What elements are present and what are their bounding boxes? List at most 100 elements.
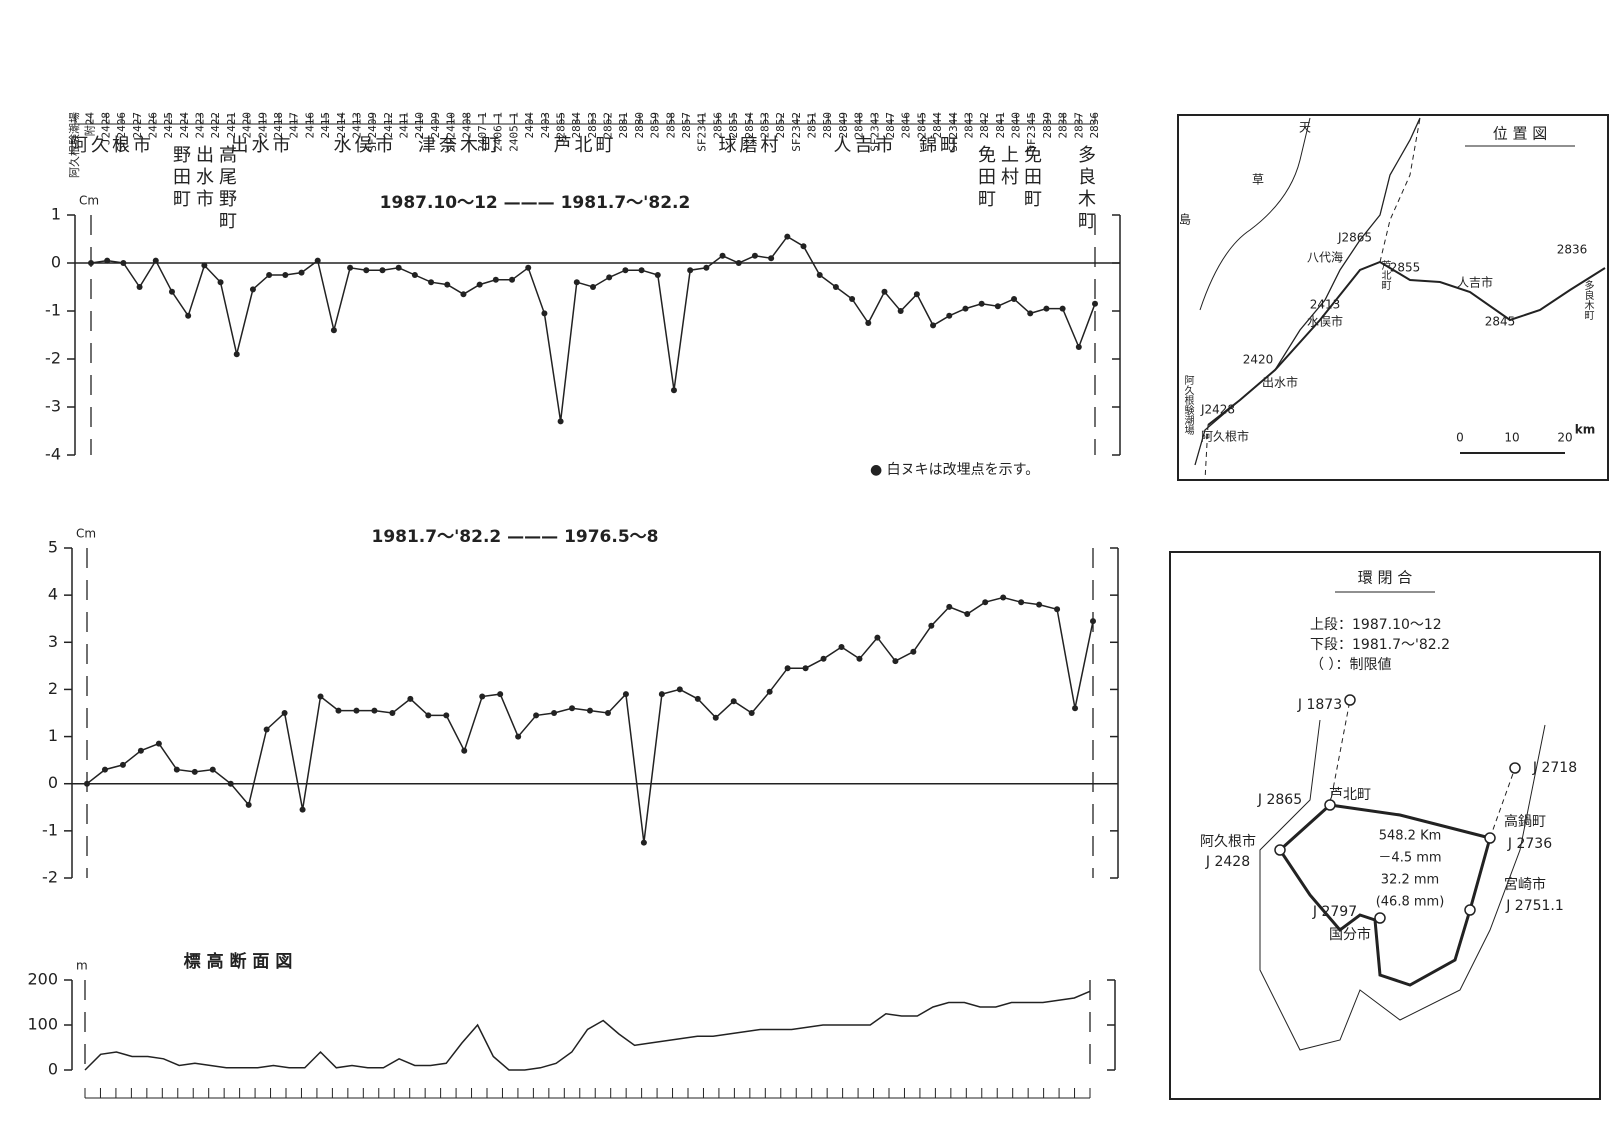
benchmark-label: 2410	[413, 112, 426, 139]
y-tick-label: 200	[27, 970, 58, 989]
benchmark-label: J2865	[554, 112, 567, 145]
data-point	[865, 320, 872, 326]
data-point	[476, 281, 483, 288]
data-point	[84, 780, 90, 787]
y-tick-label: -2	[45, 349, 61, 368]
loop-value: 548.2 Km	[1379, 829, 1442, 844]
benchmark-label: 2857	[680, 112, 693, 139]
station-label: 芦北町	[1329, 787, 1371, 803]
y-tick-label: 0	[48, 773, 58, 792]
data-point	[1011, 296, 1018, 302]
data-point	[982, 599, 989, 606]
data-point	[209, 766, 216, 773]
data-point	[573, 279, 580, 286]
data-point	[389, 710, 396, 716]
chart-title: 標 高 断 面 図	[184, 951, 293, 972]
benchmark-label: 2881	[617, 112, 630, 139]
coastline	[1259, 719, 1546, 1051]
station-label: J 2736	[1507, 836, 1552, 852]
municipality-label: 出水市	[193, 145, 214, 211]
data-point	[1036, 601, 1043, 608]
data-point	[687, 267, 694, 274]
data-point	[946, 312, 953, 319]
data-point	[173, 766, 180, 773]
data-point	[638, 267, 645, 274]
benchmark-label: SF2409	[366, 112, 379, 152]
station-marker	[1374, 912, 1386, 924]
data-point	[395, 264, 402, 271]
data-point	[832, 284, 839, 290]
data-point	[1059, 305, 1066, 312]
station-marker	[1464, 904, 1476, 916]
municipality-label: 錦町	[919, 135, 961, 156]
benchmark-label: 2427	[131, 112, 144, 139]
data-point	[120, 260, 127, 266]
benchmark-label: 2859	[649, 112, 662, 139]
station-label: 高鍋町	[1504, 813, 1546, 830]
data-point	[1000, 594, 1007, 601]
data-point	[730, 698, 737, 705]
data-point	[784, 665, 791, 672]
boundary	[1204, 424, 1209, 481]
municipality-label: 野田町	[170, 145, 191, 211]
data-point	[104, 257, 111, 264]
data-point	[314, 257, 321, 264]
station-marker	[1509, 762, 1521, 774]
benchmark-label: 2843	[962, 112, 975, 139]
data-point	[1054, 606, 1061, 613]
legend-text: （ ）：制限値	[1310, 657, 1391, 673]
data-point	[569, 705, 576, 712]
benchmark-label: 2416	[303, 112, 316, 139]
data-point	[930, 322, 937, 329]
municipality-label: 出水市	[231, 135, 294, 156]
scale-label: 10	[1504, 431, 1519, 445]
data-point	[371, 707, 378, 714]
data-point	[317, 693, 324, 700]
benchmark-label: 2850	[821, 112, 834, 139]
municipality-label: 上村	[998, 145, 1019, 189]
data-point	[191, 768, 198, 775]
data-point	[1090, 618, 1096, 625]
benchmark-label: 阿久根験潮場	[67, 112, 81, 178]
data-point	[551, 710, 558, 716]
map-label: 多良木町	[1582, 279, 1594, 320]
data-point	[263, 726, 270, 733]
map-title: 環 閉 合	[1358, 569, 1413, 587]
data-point	[299, 806, 306, 813]
municipality-label: 高尾野町	[216, 145, 237, 233]
data-point	[444, 281, 451, 288]
benchmark-label: 2414	[335, 112, 348, 139]
data-point	[881, 288, 888, 295]
benchmark-label: 2849	[837, 112, 850, 139]
data-point	[604, 710, 611, 716]
benchmark-label: 2423	[194, 112, 207, 139]
benchmark-label: 2420	[241, 112, 254, 139]
y-axis-label: m	[76, 959, 88, 973]
map-label: 水俣市	[1307, 314, 1343, 329]
data-point	[353, 707, 360, 714]
data-point	[168, 288, 175, 295]
municipality-label: 免田町	[975, 145, 996, 211]
benchmark-label: 2405-1	[507, 112, 520, 152]
y-tick-label: -1	[45, 301, 61, 320]
data-line	[86, 596, 1094, 843]
y-tick-label: -2	[42, 868, 58, 887]
station-label: J 2718	[1532, 760, 1577, 776]
data-point	[1072, 705, 1079, 712]
benchmark-label: SF2345	[1025, 112, 1038, 152]
branch-route	[1489, 767, 1516, 839]
station-marker	[1484, 832, 1496, 844]
legend-text: 上段：1987.10～12	[1310, 617, 1442, 633]
benchmark-label: SF2410	[445, 112, 458, 152]
data-point	[748, 710, 755, 716]
data-point	[751, 252, 758, 259]
y-tick-label: 0	[48, 1060, 58, 1079]
municipality-label: 津奈木町	[418, 135, 502, 156]
data-point	[249, 286, 256, 293]
benchmark-label: 2413	[350, 112, 363, 139]
data-point	[849, 296, 856, 302]
data-point	[363, 267, 370, 274]
benchmark-label: 2838	[1057, 112, 1070, 139]
scale-label: 0	[1456, 431, 1464, 445]
